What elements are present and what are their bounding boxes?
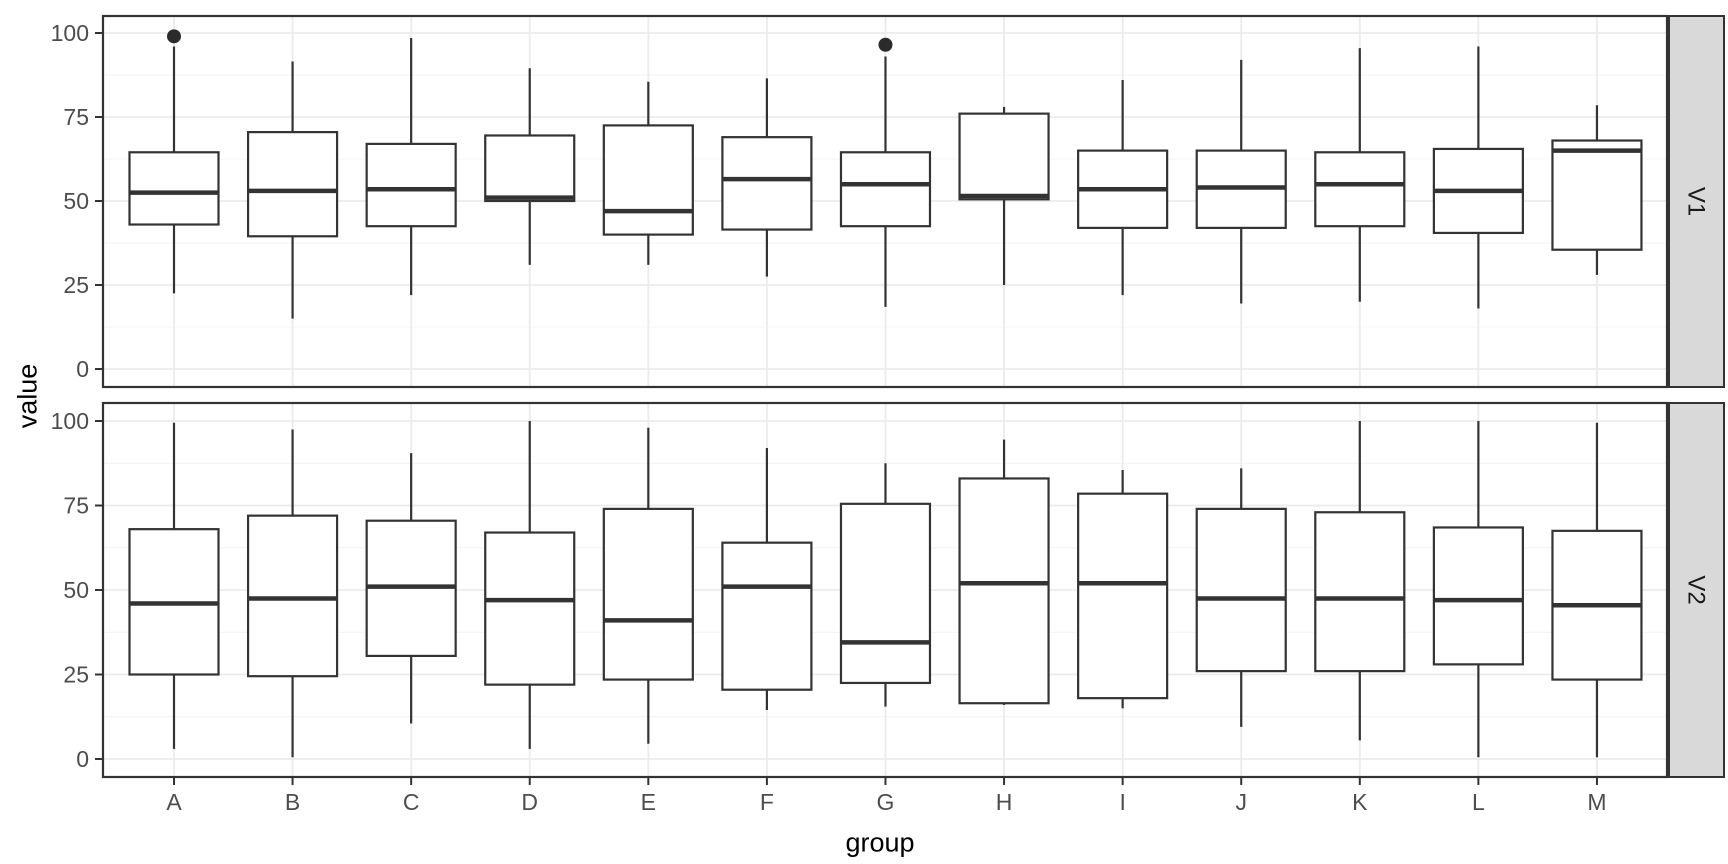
boxplot-c-v1 [365,38,457,296]
y-tick-label: 50 [63,577,89,603]
outlier-point [167,29,181,44]
iqr-box [484,531,576,686]
iqr-box [1314,511,1406,673]
x-axis-title: group [845,827,915,858]
y-tick-label: 0 [76,746,89,772]
boxplot-d-v2 [484,421,576,749]
y-tick-label: 50 [63,188,89,214]
iqr-box [246,514,339,678]
boxplot-a-v2 [128,422,220,749]
x-tick-label: A [166,789,182,815]
x-tick-label: I [1119,789,1125,815]
iqr-box [1432,526,1524,666]
y-tick-label: 75 [63,493,89,519]
boxplot-k-v2 [1314,421,1406,741]
boxplot-i-v2 [1077,470,1169,709]
boxplot-j-v2 [1195,468,1287,727]
y-tick-label: 25 [63,272,89,298]
boxplot-l-v1 [1432,46,1524,309]
boxplot-b-v2 [246,429,339,758]
y-tick-label: 75 [63,104,89,130]
iqr-box [602,507,694,681]
boxplot-f-v1 [721,78,813,277]
facet-strip [1668,402,1725,778]
boxplot-b-v1 [246,61,339,319]
iqr-box [721,541,813,691]
y-axis-title: value [12,363,43,429]
boxplot-g-v2 [839,463,932,707]
iqr-box [958,477,1050,705]
boxplot-l-v2 [1432,421,1524,758]
iqr-box [839,502,932,685]
iqr-box [1077,492,1169,700]
y-tick-label: 25 [63,662,89,688]
y-tick-label: 100 [51,408,89,434]
y-tick-label: 0 [76,356,89,382]
x-tick-label: L [1472,789,1485,815]
boxplot-i-v1 [1077,80,1169,296]
iqr-box [246,131,339,238]
x-tick-label: K [1352,789,1368,815]
x-tick-label: G [877,789,895,815]
boxplot-c-v2 [365,453,457,724]
x-tick-label: D [521,789,538,815]
boxplot-f-v2 [721,448,813,710]
facet-strip [1668,15,1725,388]
x-tick-label: E [641,789,656,815]
y-tick-label: 100 [51,20,89,46]
boxplot-h-v2 [958,439,1050,705]
x-tick-label: M [1587,789,1606,815]
outlier-point [878,37,893,52]
boxplot-a-v1 [128,29,220,294]
x-tick-label: C [403,789,420,815]
facet-strip-label: V1 [1683,187,1710,216]
iqr-box [1195,507,1287,673]
iqr-box [1314,151,1406,228]
iqr-box [958,112,1050,201]
iqr-box [365,142,457,228]
facet-panel-v2: 0 25 50 75 100 V2 [51,401,1725,779]
boxplot-m-v1 [1551,105,1643,275]
boxplot-e-v2 [602,427,694,744]
boxplot-h-v1 [958,106,1050,285]
iqr-box [128,151,220,226]
facet-strip-label: V2 [1683,575,1710,604]
iqr-box [1551,139,1643,251]
boxplot-d-v1 [484,68,576,265]
iqr-box [484,134,576,203]
x-tick-label: H [996,789,1013,815]
x-tick-label: B [285,789,300,815]
boxplot-j-v1 [1195,59,1287,304]
boxplot-e-v1 [602,81,694,265]
facet-panel-v1: 0 25 50 75 100 V1 [51,14,1725,389]
iqr-box [602,124,694,236]
boxplot-k-v1 [1314,48,1406,302]
boxplot-m-v2 [1551,422,1643,758]
x-tick-label: J [1235,789,1247,815]
iqr-box [721,136,813,231]
x-tick-label: F [760,789,774,815]
boxplot-g-v1 [839,37,932,307]
iqr-box [839,151,932,228]
